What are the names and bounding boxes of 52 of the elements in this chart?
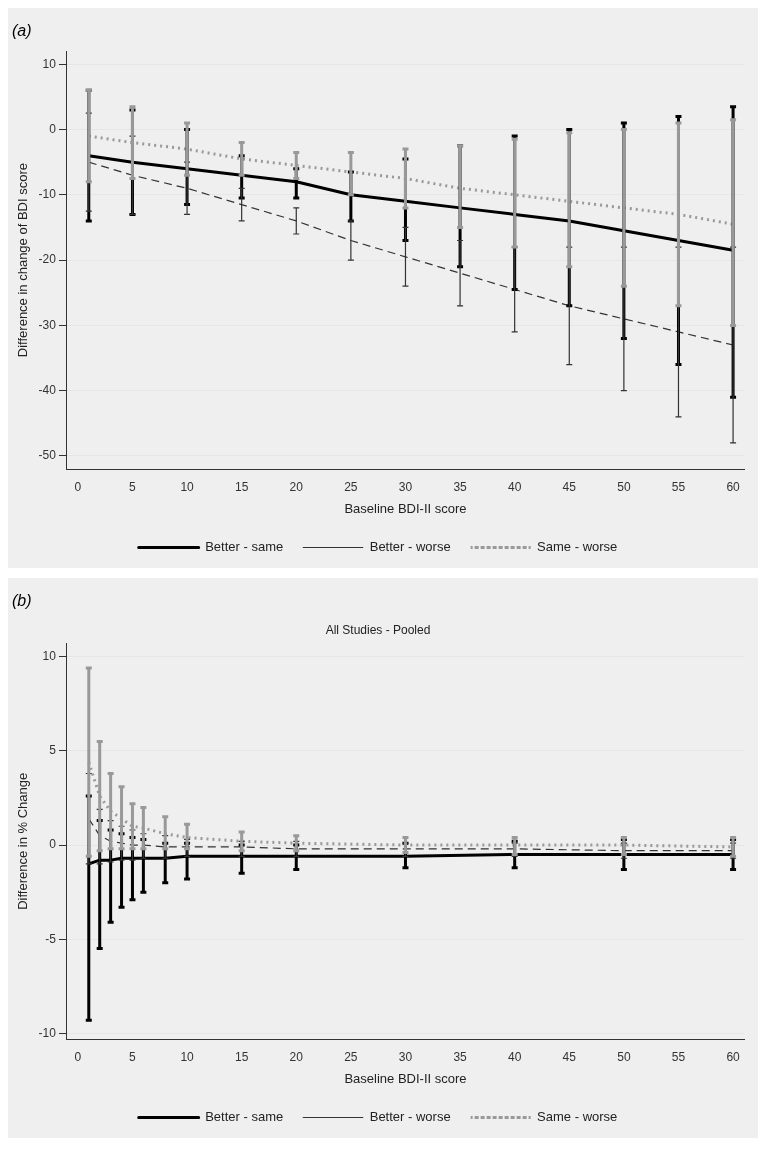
- y-tick-label: 0: [49, 837, 57, 852]
- legend-label: Same - worse: [537, 539, 618, 555]
- y-tick-label: -10: [38, 1025, 57, 1040]
- x-tick-label: 35: [453, 1049, 468, 1064]
- x-axis-title: Baseline BDI-II score: [344, 500, 467, 516]
- x-tick-label: 55: [671, 479, 686, 494]
- y-tick-label: 10: [42, 56, 57, 71]
- x-tick-label: 5: [129, 479, 137, 494]
- x-tick-label: 10: [180, 1049, 195, 1064]
- x-tick-label: 10: [180, 479, 195, 494]
- y-tick-label: -5: [45, 931, 57, 946]
- x-tick-label: 30: [398, 1049, 413, 1064]
- y-axis-title: Difference in % Change: [15, 772, 31, 910]
- x-tick-label: 20: [289, 1049, 304, 1064]
- x-tick-label: 60: [726, 479, 741, 494]
- x-tick-label: 20: [289, 479, 304, 494]
- x-tick-label: 50: [617, 479, 631, 494]
- x-tick-label: 15: [234, 1049, 249, 1064]
- x-tick-label: 15: [234, 479, 249, 494]
- legend-label: Better - worse: [369, 539, 451, 555]
- x-tick-label: 30: [398, 479, 413, 494]
- line-series: [88, 818, 734, 852]
- y-tick-label: 10: [42, 649, 57, 664]
- x-tick-label: 0: [74, 1049, 82, 1064]
- y-tick-label: -40: [38, 382, 57, 397]
- y-tick-label: 0: [49, 121, 57, 136]
- x-tick-label: 50: [617, 1049, 631, 1064]
- x-tick-label: 40: [507, 479, 522, 494]
- legend-label: Same - worse: [537, 1109, 618, 1125]
- x-tick-label: 45: [562, 1049, 577, 1064]
- x-tick-label: 25: [344, 479, 358, 494]
- x-tick-label: 55: [671, 1049, 686, 1064]
- chart-title: (b): [12, 592, 32, 610]
- chart-title: (a): [12, 22, 32, 40]
- legend-label: Better - same: [205, 1109, 284, 1125]
- y-axis-title: Difference in change of BDI score: [15, 163, 31, 358]
- y-tick-label: 5: [49, 743, 57, 758]
- x-axis-title: Baseline BDI-II score: [344, 1070, 467, 1086]
- x-tick-label: 35: [453, 479, 468, 494]
- y-tick-label: -10: [38, 187, 57, 202]
- x-tick-label: 45: [562, 479, 577, 494]
- y-tick-label: -30: [38, 317, 57, 332]
- x-tick-label: 5: [129, 1049, 137, 1064]
- legend-label: Better - worse: [369, 1109, 451, 1125]
- legend-label: Better - same: [205, 539, 284, 555]
- x-tick-label: 25: [344, 1049, 358, 1064]
- x-tick-label: 40: [507, 1049, 522, 1064]
- y-tick-label: -50: [38, 448, 57, 463]
- chart-subtitle: All Studies - Pooled: [325, 622, 431, 637]
- x-tick-label: 0: [74, 479, 82, 494]
- x-tick-label: 60: [726, 1049, 741, 1064]
- y-tick-label: -20: [38, 252, 57, 267]
